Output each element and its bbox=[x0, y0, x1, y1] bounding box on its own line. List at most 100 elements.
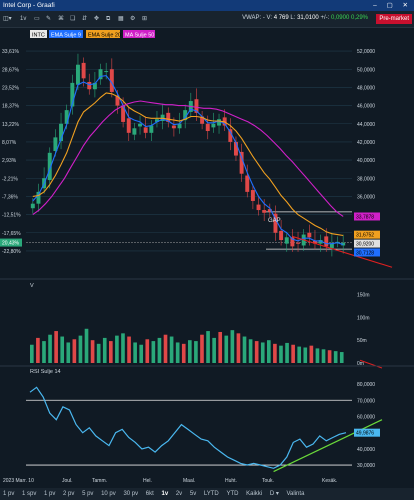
volume-bar bbox=[102, 337, 107, 363]
chart-background bbox=[0, 28, 414, 485]
percent-tick-label: -17,65% bbox=[2, 231, 21, 237]
tool-copy-icon[interactable]: ❏ bbox=[70, 16, 76, 22]
range-2pv[interactable]: 2 pv bbox=[63, 491, 75, 497]
candle-body bbox=[267, 209, 272, 212]
price-tick-label: 42,0000 bbox=[357, 140, 375, 146]
candle-body bbox=[256, 204, 261, 211]
volume-bar bbox=[181, 343, 186, 363]
volume-bar bbox=[66, 342, 71, 363]
ma50-line bbox=[32, 100, 344, 217]
range-d-menu[interactable]: D ▾ bbox=[269, 491, 279, 497]
price-tick-label: 36,0000 bbox=[357, 194, 375, 200]
range-30pv[interactable]: 30 pv bbox=[123, 491, 139, 497]
percent-tick-label: 18,37% bbox=[2, 104, 20, 110]
rsi-tick-label: 30,0000 bbox=[357, 463, 375, 469]
tool-draw-icon[interactable]: ✎ bbox=[46, 16, 52, 22]
volume-bar bbox=[163, 334, 168, 363]
price-tick-label: 38,0000 bbox=[357, 176, 375, 182]
range-1pv[interactable]: 1 pv bbox=[3, 491, 15, 497]
resistance-trendline bbox=[292, 235, 393, 268]
volume-bar bbox=[291, 344, 295, 363]
range-6kt[interactable]: 6kt bbox=[145, 491, 154, 497]
candle-body bbox=[75, 64, 80, 85]
volume-bar bbox=[133, 342, 137, 363]
x-tick-1: Joul. bbox=[62, 478, 73, 484]
percent-current-tag bbox=[0, 238, 22, 247]
window-controls[interactable]: – ▢ ✕ bbox=[373, 2, 412, 9]
price-tag bbox=[354, 230, 380, 239]
candle-body bbox=[194, 99, 199, 113]
range-10pv[interactable]: 10 pv bbox=[101, 491, 116, 497]
range-5v[interactable]: 5v bbox=[189, 491, 197, 497]
candle-body bbox=[228, 129, 233, 142]
settings-gear-icon[interactable]: ⚙ bbox=[130, 16, 136, 22]
volume-bar bbox=[297, 346, 302, 363]
ema20-line bbox=[32, 92, 344, 237]
tool-clone-icon[interactable]: ⧉ bbox=[106, 16, 111, 22]
change-percent: 0,29% bbox=[350, 15, 368, 21]
chart-type-menu[interactable]: ◫▾ bbox=[3, 16, 12, 22]
x-tick-4: Maal. bbox=[183, 478, 196, 484]
volume-bar bbox=[157, 337, 162, 363]
x-tick-6: Touk. bbox=[262, 478, 274, 484]
volume-bar bbox=[60, 336, 65, 363]
percent-tick-label: 8,07% bbox=[2, 140, 17, 146]
candle-body bbox=[36, 191, 41, 204]
price-tick-label: 50,0000 bbox=[357, 67, 375, 73]
range-lytd[interactable]: LYTD bbox=[203, 491, 219, 497]
range-valinta[interactable]: Valinta bbox=[286, 491, 305, 497]
interval-menu[interactable]: 1v bbox=[20, 16, 27, 22]
ema9-line bbox=[32, 75, 344, 246]
candle-body bbox=[279, 230, 284, 241]
tool-grid-icon[interactable]: ⊞ bbox=[142, 16, 148, 22]
legend-ema20[interactable]: EMA Sulje 20 bbox=[88, 33, 121, 39]
legend-volume: V bbox=[30, 283, 34, 289]
tool-scale-icon[interactable]: ⇵ bbox=[82, 16, 88, 22]
range-1v[interactable]: 1v bbox=[161, 491, 169, 497]
chart-area[interactable]: 52,0000 50,0000 48,0000 46,0000 44,0000 42,00… bbox=[0, 28, 414, 485]
range-1spv[interactable]: 1 spv bbox=[22, 491, 37, 497]
candle-body bbox=[290, 237, 295, 247]
x-tick-3: Hel. bbox=[143, 478, 152, 484]
tool-link-icon[interactable]: ⌘ bbox=[58, 16, 64, 22]
rsi-current-tag bbox=[354, 428, 380, 437]
price-tag-label: 31,6752 bbox=[356, 233, 374, 239]
legend-ma50[interactable]: MA Sulje 50 bbox=[125, 33, 154, 39]
range-5pv[interactable]: 5 pv bbox=[82, 491, 94, 497]
volume-bar bbox=[254, 341, 259, 363]
candle-body bbox=[329, 243, 334, 249]
range-2v[interactable]: 2v bbox=[175, 491, 183, 497]
percent-tick-label: 2,93% bbox=[2, 158, 17, 164]
candle-body bbox=[233, 141, 238, 156]
tool-move-icon[interactable]: ✥ bbox=[94, 16, 100, 22]
tool-table-icon[interactable]: ▦ bbox=[118, 16, 124, 22]
candle-body bbox=[200, 116, 205, 124]
candle-body bbox=[47, 152, 52, 181]
candle-body bbox=[64, 110, 69, 124]
candle-body bbox=[183, 110, 188, 121]
last-label: L: bbox=[290, 15, 296, 21]
legend-ema9[interactable]: EMA Sulje 9 bbox=[51, 33, 81, 39]
volume-bar bbox=[194, 341, 198, 363]
volume-bar bbox=[327, 350, 332, 363]
last-price: 31,0100 bbox=[297, 15, 319, 21]
candle-body bbox=[166, 112, 171, 122]
legend-rsi: RSI Sulje 14 bbox=[30, 369, 61, 375]
candle-body bbox=[30, 203, 35, 209]
candle-body bbox=[115, 95, 120, 106]
range-kaikki[interactable]: Kaikki bbox=[246, 491, 263, 497]
tool-rect-icon[interactable]: ▭ bbox=[34, 16, 40, 22]
range-ytd[interactable]: YTD bbox=[226, 491, 239, 497]
volume-bar bbox=[109, 341, 113, 363]
volume-bar bbox=[169, 336, 174, 363]
volume-bar bbox=[30, 344, 34, 363]
volume-bar bbox=[42, 341, 46, 363]
range-1pv-b[interactable]: 1 pv bbox=[44, 491, 56, 497]
chart-svg[interactable]: 52,0000 50,0000 48,0000 46,0000 44,0000 42,00… bbox=[0, 28, 414, 485]
volume-bar bbox=[267, 340, 271, 363]
volume-bar bbox=[72, 339, 77, 363]
candle-body bbox=[171, 125, 176, 129]
range-bar: 1 pv 1 spv 1 pv 2 pv 5 pv 10 pv 30 pv 6k… bbox=[0, 488, 414, 500]
volume-bar bbox=[36, 337, 40, 363]
chart-toolbar: ◫▾ 1v ▭ ✎ ⌘ ❏ ⇵ ✥ ⧉ ▦ ⚙ ⊞ VWAP: - V: 4 7… bbox=[0, 11, 414, 28]
